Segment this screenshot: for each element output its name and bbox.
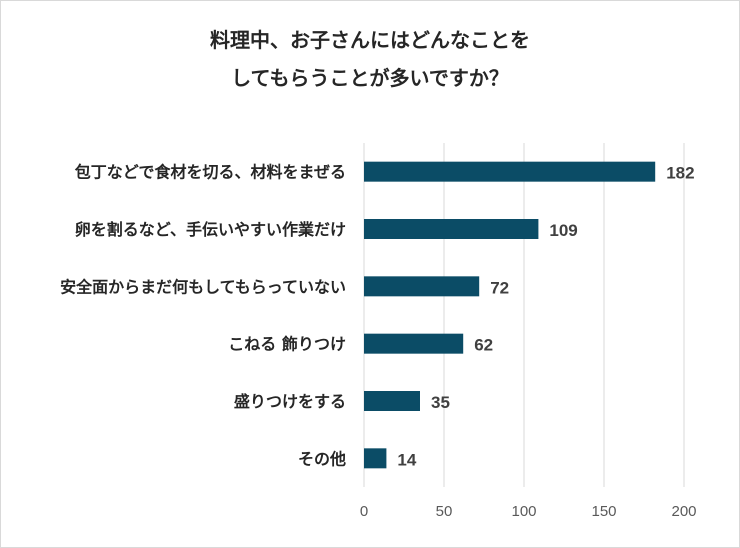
data-label: 182 <box>666 164 694 183</box>
chart-title-line-1: 料理中、お子さんにはどんなことを <box>210 28 530 52</box>
category-label: その他 <box>298 449 346 468</box>
x-tick-label: 100 <box>511 503 536 520</box>
category-label: 安全面からまだ何もしてもらっていない <box>60 277 346 296</box>
bar <box>364 219 539 239</box>
bar <box>364 333 464 354</box>
data-label: 62 <box>474 336 493 355</box>
data-label: 35 <box>431 393 450 412</box>
bar <box>364 276 480 297</box>
category-label: 卵を割るなど、手伝いやすい作業だけ <box>75 220 346 239</box>
category-label: 包丁などで食材を切る、材料をまぜる <box>75 163 346 182</box>
chart-title: 料理中、お子さんにはどんなことを してもらうことが多いですか？ <box>1 21 739 97</box>
chart-title-line-2: してもらうことが多いですか？ <box>231 66 509 90</box>
data-label: 72 <box>490 278 509 297</box>
x-tick-label: 50 <box>436 503 453 520</box>
x-tick-label: 150 <box>591 503 616 520</box>
x-tick-label: 200 <box>671 503 696 520</box>
bar <box>364 448 387 469</box>
data-label: 14 <box>397 450 416 469</box>
data-label: 109 <box>549 221 577 240</box>
bar <box>364 391 420 411</box>
category-label: 盛りつけをする <box>234 392 346 411</box>
bar <box>364 161 656 182</box>
x-tick-label: 0 <box>360 503 368 520</box>
category-label: こねる 飾りつけ <box>228 335 346 354</box>
